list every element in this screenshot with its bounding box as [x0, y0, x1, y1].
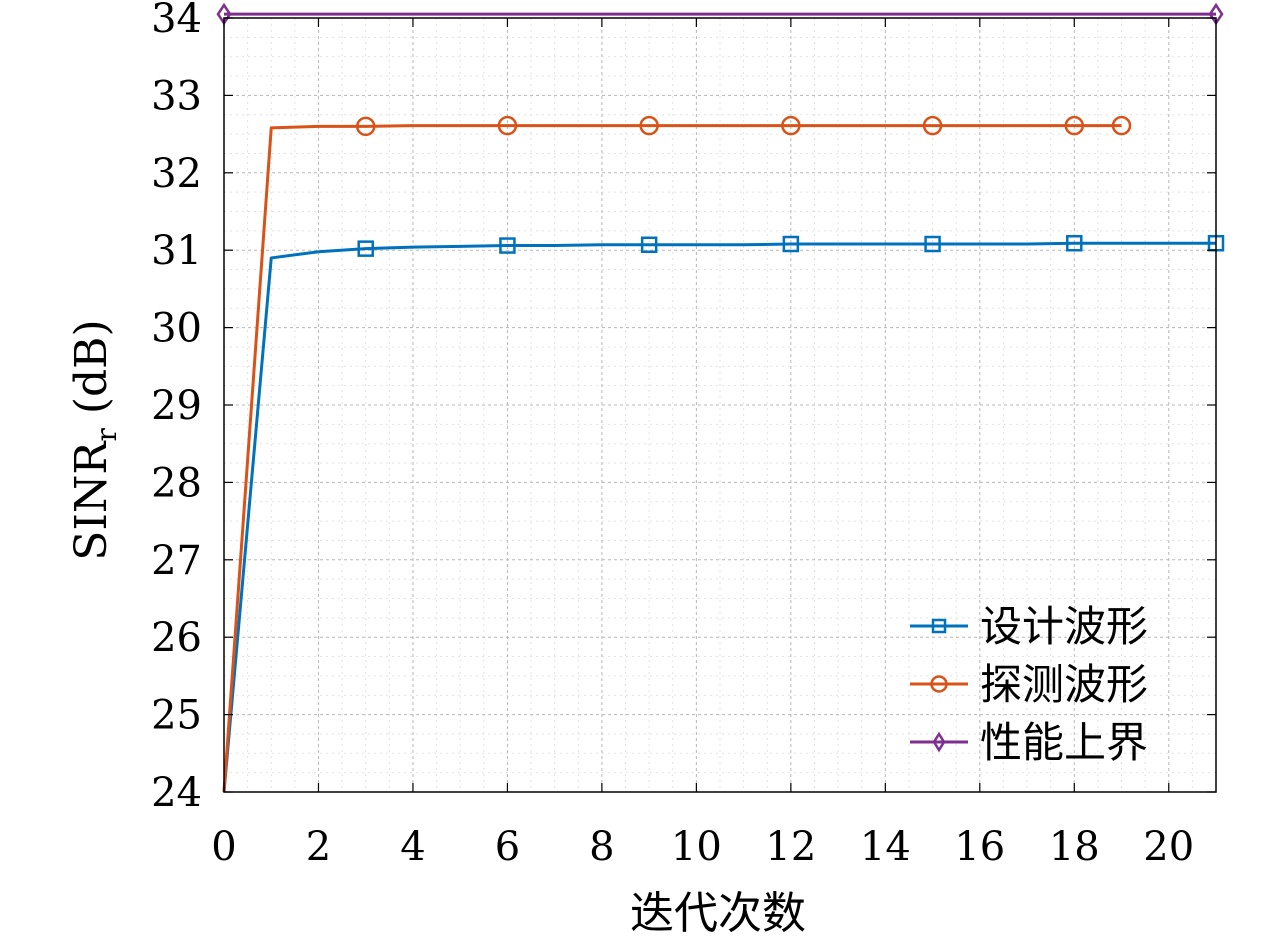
y-tick-label: 24	[151, 770, 202, 816]
series-point	[924, 235, 941, 253]
x-tick-label: 16	[954, 824, 1005, 870]
legend-item: 性能上界	[910, 718, 1148, 767]
x-tick-label: 20	[1143, 824, 1194, 870]
x-tick-label: 6	[495, 824, 520, 870]
x-tick-label: 14	[860, 824, 911, 870]
y-tick-label: 27	[151, 538, 202, 584]
x-tick-label: 8	[589, 824, 614, 870]
x-tick-label: 12	[765, 824, 816, 870]
series-point	[1064, 115, 1085, 136]
y-tick-label: 33	[151, 73, 202, 119]
series-layer	[216, 2, 1225, 793]
series-0	[222, 234, 1225, 793]
y-tick-label: 29	[151, 383, 202, 429]
svg-text:SINRr (dB): SINRr (dB)	[66, 319, 123, 560]
legend-label: 设计波形	[980, 602, 1148, 651]
series-point	[497, 115, 518, 136]
x-tick-label: 10	[671, 824, 722, 870]
series-point	[355, 116, 376, 137]
series-point	[357, 240, 374, 257]
series-1	[222, 115, 1132, 793]
x-tick-label: 4	[400, 824, 425, 870]
legend-swatch-marker	[930, 675, 948, 693]
y-axis-title: SINRr (dB)	[66, 319, 123, 560]
x-tick-label: 18	[1049, 824, 1100, 870]
y-tick-label: 34	[151, 0, 202, 42]
series-point	[1066, 234, 1083, 252]
axis-ticks	[223, 17, 1216, 793]
legend-item: 设计波形	[910, 602, 1148, 651]
legend-label: 探测波形	[980, 660, 1148, 709]
legend-swatch-marker	[932, 731, 946, 753]
series-point	[922, 115, 943, 136]
y-axis-title-unit: (dB)	[66, 319, 117, 428]
x-axis-title: 迭代次数	[630, 888, 806, 936]
series-point	[640, 236, 658, 254]
x-tick-label: 2	[306, 824, 331, 870]
y-tick-label: 25	[151, 693, 202, 739]
y-tick-label: 32	[151, 151, 202, 197]
x-tick-label: 0	[211, 824, 236, 870]
series-point	[639, 115, 659, 136]
y-axis-title-main: SINR	[66, 440, 117, 561]
series-point	[781, 115, 801, 136]
grid-major	[223, 17, 1216, 793]
series-line	[222, 241, 1216, 793]
y-tick-label: 31	[151, 228, 202, 274]
plot-background	[224, 18, 1216, 792]
y-tick-label: 28	[151, 460, 202, 506]
series-point	[499, 237, 516, 254]
y-tick-label: 30	[151, 306, 202, 352]
legend-label: 性能上界	[980, 718, 1148, 767]
series-point	[1111, 115, 1132, 136]
legend-swatch-marker	[931, 618, 947, 634]
legend-item: 探测波形	[910, 660, 1148, 709]
y-tick-label: 26	[151, 615, 202, 661]
series-point	[782, 235, 800, 253]
y-axis-title-subscript: r	[90, 428, 123, 442]
